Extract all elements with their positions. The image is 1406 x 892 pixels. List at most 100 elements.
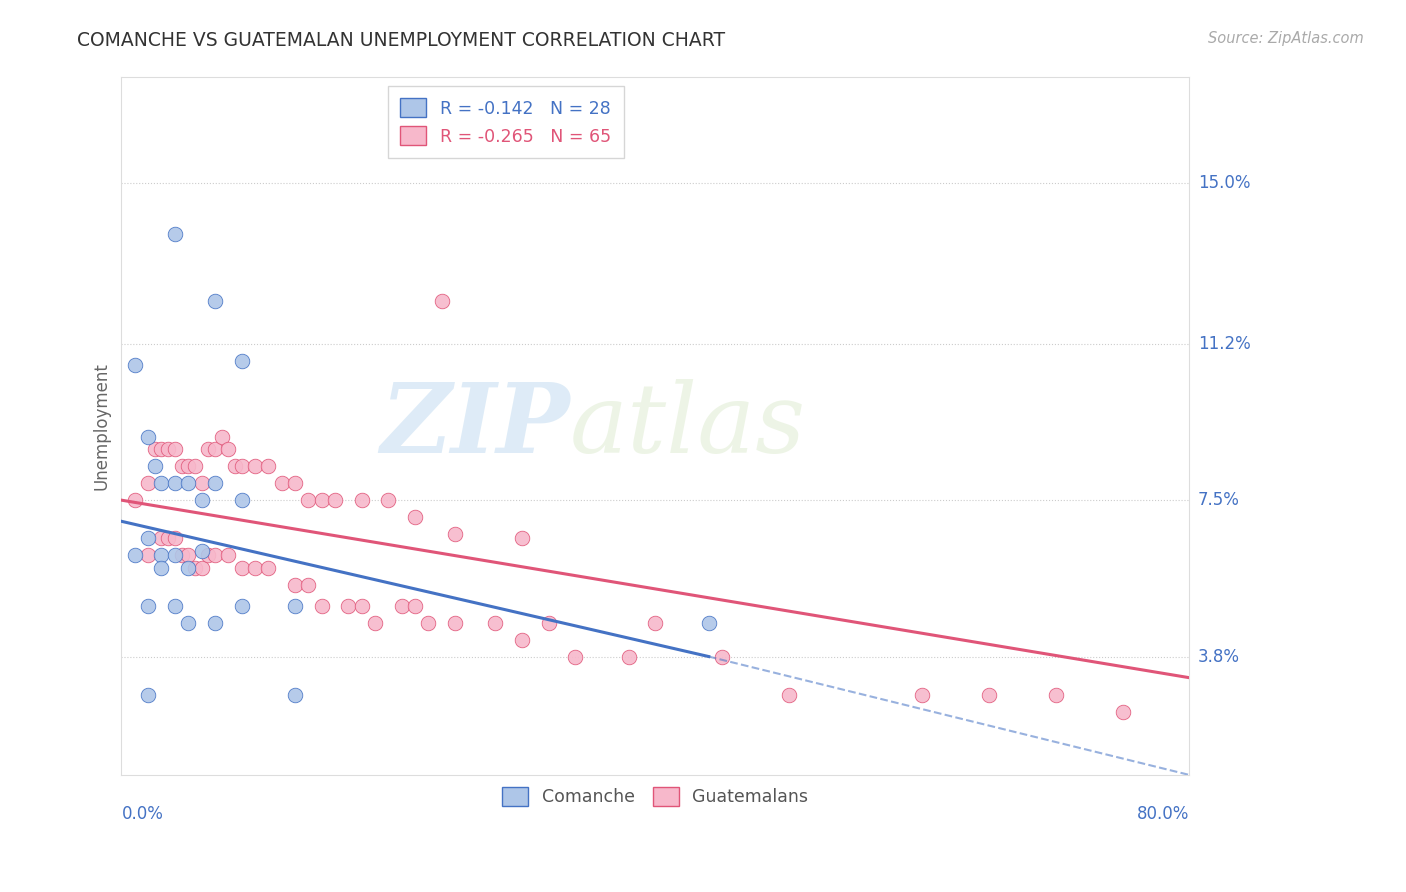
Point bbox=[311, 493, 333, 508]
Point bbox=[150, 442, 173, 457]
Point bbox=[418, 615, 440, 630]
Point bbox=[190, 544, 212, 558]
Point bbox=[284, 577, 307, 591]
Point bbox=[350, 599, 373, 613]
Point bbox=[364, 615, 387, 630]
Point bbox=[284, 476, 307, 491]
Point bbox=[350, 493, 373, 508]
Text: Source: ZipAtlas.com: Source: ZipAtlas.com bbox=[1208, 31, 1364, 46]
Point bbox=[197, 442, 219, 457]
Point bbox=[231, 353, 253, 368]
Point bbox=[231, 599, 253, 613]
Text: 80.0%: 80.0% bbox=[1137, 805, 1189, 823]
Text: 3.8%: 3.8% bbox=[1198, 648, 1240, 665]
Point bbox=[197, 548, 219, 562]
Point bbox=[190, 561, 212, 575]
Point bbox=[510, 632, 533, 647]
Point bbox=[391, 599, 413, 613]
Text: COMANCHE VS GUATEMALAN UNEMPLOYMENT CORRELATION CHART: COMANCHE VS GUATEMALAN UNEMPLOYMENT CORR… bbox=[77, 31, 725, 50]
Point bbox=[711, 649, 734, 664]
Point bbox=[124, 493, 146, 508]
Point bbox=[617, 649, 640, 664]
Point bbox=[177, 548, 200, 562]
Point bbox=[170, 459, 193, 474]
Point bbox=[217, 548, 239, 562]
Legend: Comanche, Guatemalans: Comanche, Guatemalans bbox=[494, 779, 817, 815]
Point bbox=[231, 561, 253, 575]
Text: ZIP: ZIP bbox=[381, 379, 569, 473]
Point bbox=[136, 476, 159, 491]
Point bbox=[136, 531, 159, 545]
Point bbox=[224, 459, 246, 474]
Point bbox=[136, 599, 159, 613]
Point bbox=[177, 459, 200, 474]
Point bbox=[444, 527, 467, 541]
Point bbox=[337, 599, 360, 613]
Point bbox=[157, 442, 180, 457]
Point bbox=[124, 548, 146, 562]
Point bbox=[564, 649, 586, 664]
Text: 7.5%: 7.5% bbox=[1198, 491, 1240, 509]
Point bbox=[697, 615, 720, 630]
Point bbox=[163, 476, 186, 491]
Point bbox=[136, 430, 159, 444]
Point bbox=[177, 476, 200, 491]
Point bbox=[377, 493, 399, 508]
Point bbox=[284, 688, 307, 702]
Point bbox=[204, 442, 226, 457]
Point bbox=[150, 548, 173, 562]
Point bbox=[911, 688, 934, 702]
Point bbox=[484, 615, 506, 630]
Point bbox=[163, 531, 186, 545]
Point bbox=[1045, 688, 1067, 702]
Point bbox=[163, 599, 186, 613]
Text: 0.0%: 0.0% bbox=[121, 805, 163, 823]
Point bbox=[231, 459, 253, 474]
Text: 11.2%: 11.2% bbox=[1198, 334, 1250, 352]
Point bbox=[217, 442, 239, 457]
Point bbox=[124, 358, 146, 372]
Point bbox=[143, 442, 166, 457]
Point bbox=[177, 561, 200, 575]
Point bbox=[270, 476, 292, 491]
Point bbox=[150, 561, 173, 575]
Point bbox=[231, 493, 253, 508]
Point bbox=[163, 442, 186, 457]
Point bbox=[1111, 705, 1133, 719]
Point bbox=[311, 599, 333, 613]
Point bbox=[150, 531, 173, 545]
Point bbox=[537, 615, 560, 630]
Point bbox=[184, 459, 207, 474]
Point bbox=[163, 548, 186, 562]
Point bbox=[297, 577, 319, 591]
Point bbox=[190, 493, 212, 508]
Point bbox=[163, 227, 186, 241]
Point bbox=[644, 615, 666, 630]
Point bbox=[190, 476, 212, 491]
Point bbox=[211, 430, 233, 444]
Point bbox=[204, 476, 226, 491]
Text: atlas: atlas bbox=[569, 379, 806, 473]
Point bbox=[143, 459, 166, 474]
Point bbox=[404, 510, 426, 524]
Point bbox=[404, 599, 426, 613]
Point bbox=[204, 548, 226, 562]
Point bbox=[977, 688, 1000, 702]
Point bbox=[184, 561, 207, 575]
Point bbox=[323, 493, 346, 508]
Point bbox=[444, 615, 467, 630]
Point bbox=[150, 476, 173, 491]
Point bbox=[136, 688, 159, 702]
Point bbox=[243, 561, 266, 575]
Point bbox=[510, 531, 533, 545]
Point bbox=[284, 599, 307, 613]
Point bbox=[243, 459, 266, 474]
Point bbox=[430, 294, 453, 309]
Point bbox=[157, 531, 180, 545]
Point bbox=[204, 294, 226, 309]
Y-axis label: Unemployment: Unemployment bbox=[93, 362, 110, 490]
Point bbox=[177, 615, 200, 630]
Point bbox=[170, 548, 193, 562]
Text: 15.0%: 15.0% bbox=[1198, 174, 1250, 192]
Point bbox=[204, 615, 226, 630]
